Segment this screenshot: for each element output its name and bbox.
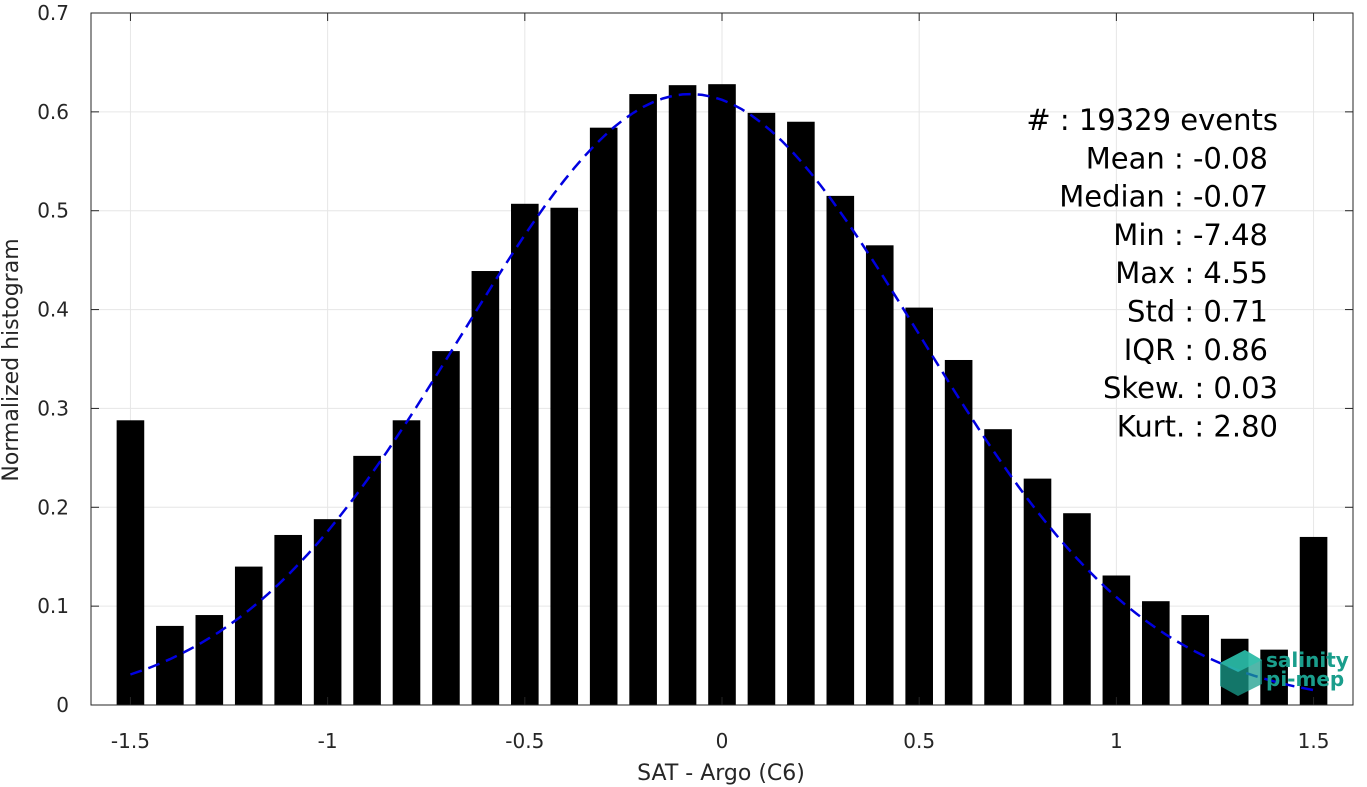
histogram-bar bbox=[274, 534, 302, 705]
logo-cube-face bbox=[1220, 650, 1262, 672]
logo-text-pi-mep: pi-mep bbox=[1266, 667, 1344, 691]
histogram-bar bbox=[589, 127, 618, 705]
gaussian-fit-curve bbox=[129, 92, 1314, 692]
x-tick-label: 0.5 bbox=[903, 729, 935, 753]
histogram-bar bbox=[195, 615, 224, 705]
statistics-annotation: # : 19329 events Mean : -0.08 Median : -0.… bbox=[1026, 103, 1278, 443]
histogram-bar bbox=[984, 429, 1012, 705]
histogram-bar bbox=[432, 351, 460, 705]
histogram-bar bbox=[392, 420, 421, 705]
histogram-bar bbox=[1102, 575, 1131, 705]
histogram-bar bbox=[787, 121, 815, 705]
y-tick-label: 0 bbox=[56, 693, 69, 717]
histogram-bar bbox=[353, 455, 381, 705]
stat-line: Skew. : 0.03 bbox=[1103, 371, 1278, 405]
logo-text-salinity: salinity bbox=[1266, 648, 1349, 672]
x-axis-label: SAT - Argo (C6) bbox=[637, 761, 805, 786]
stat-line: Min : -7.48 bbox=[1113, 218, 1268, 252]
stat-line: # : 19329 events bbox=[1026, 103, 1278, 137]
y-axis-label: Normalized histogram bbox=[0, 238, 24, 481]
x-tick-label: -0.5 bbox=[505, 729, 544, 753]
stat-line: Max : 4.55 bbox=[1115, 256, 1268, 290]
histogram-bar bbox=[905, 307, 933, 705]
x-tick-label: -1 bbox=[318, 729, 338, 753]
x-tick-label: 1.5 bbox=[1298, 729, 1330, 753]
y-tick-label: 0.5 bbox=[37, 199, 69, 223]
histogram-bar bbox=[708, 84, 736, 706]
histogram-bar bbox=[116, 420, 145, 705]
histogram-bar bbox=[629, 94, 657, 705]
histogram-bar bbox=[511, 203, 539, 705]
histogram-bar bbox=[234, 566, 263, 705]
histogram-bars bbox=[116, 84, 1328, 706]
histogram-bar bbox=[313, 519, 342, 705]
stat-line: Std : 0.71 bbox=[1127, 295, 1268, 329]
y-tick-label: 0.4 bbox=[37, 298, 69, 322]
histogram-bar bbox=[156, 625, 184, 705]
x-tick-label: 0 bbox=[716, 729, 729, 753]
histogram-bar bbox=[826, 195, 855, 705]
y-tick-label: 0.1 bbox=[37, 594, 69, 618]
stat-line: Kurt. : 2.80 bbox=[1117, 409, 1278, 443]
y-axis-ticks: 0 0.1 0.2 0.3 0.4 0.5 0.6 0.7 bbox=[37, 1, 1353, 717]
histogram-bar bbox=[1142, 601, 1170, 705]
stat-line: Mean : -0.08 bbox=[1086, 141, 1268, 175]
histogram-bar bbox=[747, 112, 776, 706]
x-tick-label: 1 bbox=[1110, 729, 1123, 753]
histogram-bar bbox=[944, 359, 973, 705]
histogram-bar bbox=[471, 271, 500, 705]
salinity-pi-mep-logo: salinity pi-mep bbox=[1220, 648, 1349, 696]
histogram-bar bbox=[865, 245, 894, 706]
y-tick-label: 0.3 bbox=[37, 396, 69, 420]
histogram-bar bbox=[1181, 615, 1210, 705]
histogram-bar bbox=[1299, 536, 1328, 705]
y-tick-label: 0.6 bbox=[37, 100, 69, 124]
histogram-bar bbox=[668, 85, 697, 705]
x-tick-label: -1.5 bbox=[111, 729, 150, 753]
histogram-bar bbox=[1023, 478, 1052, 705]
x-axis-ticks: -1.5 -1 -0.5 0 0.5 1 1.5 bbox=[111, 13, 1330, 753]
histogram-bar bbox=[550, 207, 579, 705]
histogram-bar bbox=[1063, 513, 1091, 705]
stat-line: IQR : 0.86 bbox=[1124, 333, 1268, 367]
stat-line: Median : -0.07 bbox=[1059, 180, 1268, 214]
y-tick-label: 0.2 bbox=[37, 495, 69, 519]
y-tick-label: 0.7 bbox=[37, 1, 69, 25]
histogram-bar bbox=[1260, 649, 1288, 705]
